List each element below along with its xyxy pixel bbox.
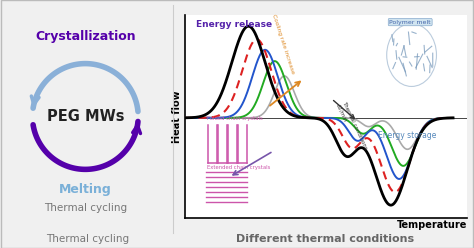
Text: Melting: Melting [59, 183, 112, 196]
Text: Thermal conditions
ΔT/min: Thermal conditions ΔT/min [336, 100, 368, 153]
Text: Energy release: Energy release [196, 20, 272, 29]
Text: Crystallization: Crystallization [35, 31, 136, 43]
Y-axis label: Heat flow: Heat flow [172, 90, 182, 143]
Text: Polymer melt: Polymer melt [390, 20, 431, 25]
Text: Different thermal conditions: Different thermal conditions [236, 234, 414, 244]
Text: Thermal cycling: Thermal cycling [44, 203, 127, 213]
Text: Cooling rate increase: Cooling rate increase [271, 13, 295, 74]
Text: Folded chain crystals: Folded chain crystals [207, 116, 263, 121]
Text: Thermal cycling: Thermal cycling [46, 234, 129, 244]
Text: Energy storage: Energy storage [378, 131, 437, 140]
X-axis label: Temperature: Temperature [397, 220, 467, 230]
Text: Extended chain crystals: Extended chain crystals [207, 165, 270, 170]
Text: PEG MWs: PEG MWs [46, 109, 124, 124]
